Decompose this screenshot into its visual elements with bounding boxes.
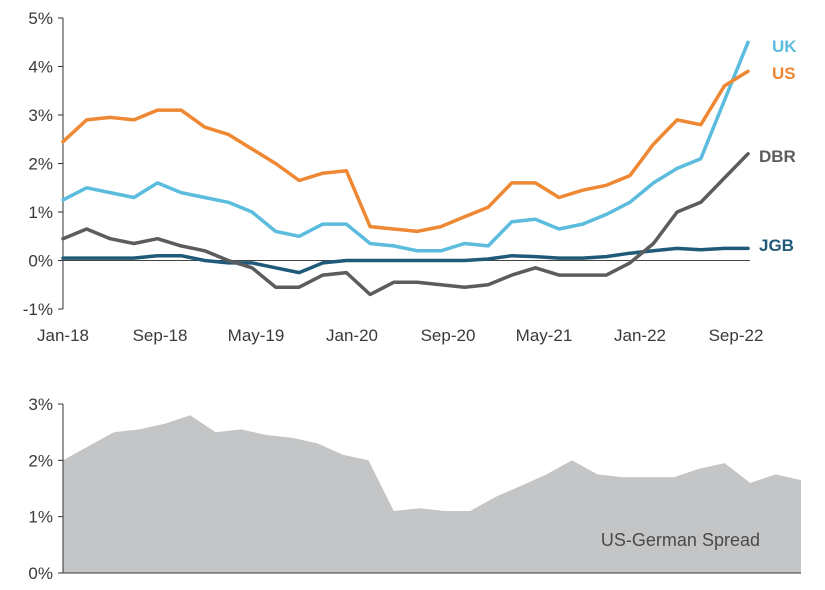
x-tick-label: Sep-20 [421,326,476,345]
y-tick-label: 0% [28,252,53,271]
x-tick-label: Sep-22 [709,326,764,345]
y-tick-label: 1% [28,203,53,222]
series-label-us: US [772,64,796,83]
y-tick-label: -1% [23,300,53,319]
spread-y-tick-label: 3% [28,395,53,414]
spread-y-tick-label: 0% [28,564,53,583]
spread-y-tick-label: 1% [28,508,53,527]
x-tick-label: Jan-18 [37,326,89,345]
spread-area-chart: 3% 2% 1% 0% US-German Spread [28,395,801,583]
spread-area [63,415,801,573]
series-line-uk [61,40,750,253]
y-tick-label: 5% [28,9,53,28]
y-tick-label: 3% [28,106,53,125]
series-line-jgb [61,246,750,275]
series-label-dbr: DBR [759,147,796,166]
series-line-dbr [61,152,750,297]
x-tick-label: May-19 [228,326,285,345]
series-label-uk: UK [772,37,797,56]
x-tick-label: Jan-22 [614,326,666,345]
yield-line-chart: 5% 4% 3% 2% 1% 0% -1% Jan-18 Sep-18 May-19 Jan-20 S… [23,9,798,345]
x-tick-label: Sep-18 [133,326,188,345]
spread-y-tick-label: 2% [28,451,53,470]
y-tick-label: 4% [28,58,53,77]
series-line-us [61,69,750,234]
y-tick-label: 2% [28,155,53,174]
series-label-jgb: JGB [759,236,794,255]
spread-annotation: US-German Spread [601,530,760,550]
x-tick-label: Jan-20 [326,326,378,345]
x-tick-label: May-21 [516,326,573,345]
